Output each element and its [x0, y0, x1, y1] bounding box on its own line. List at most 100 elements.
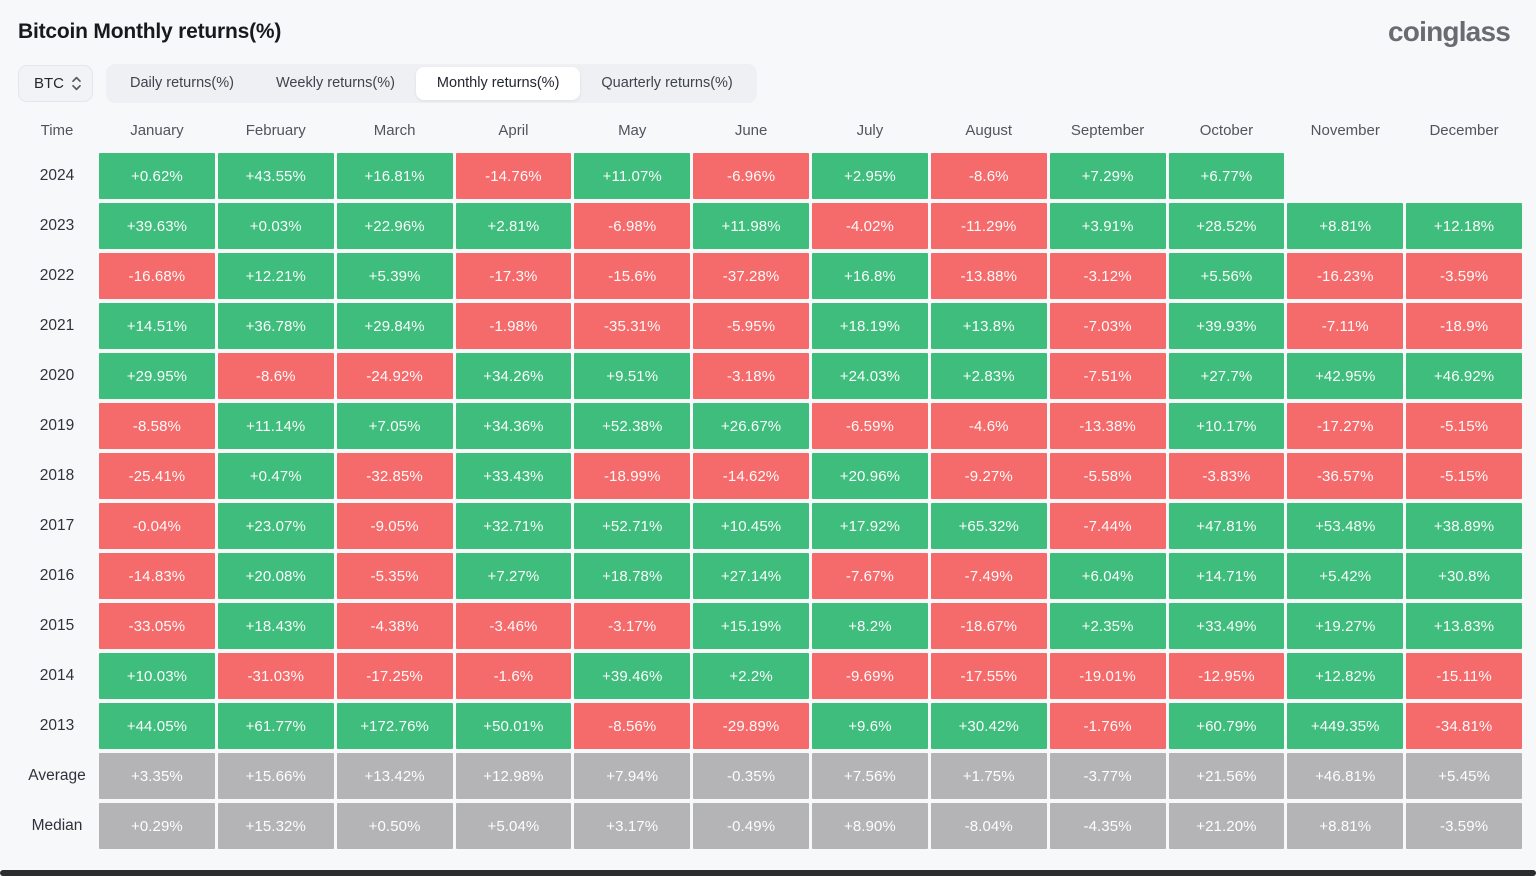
row-label-2013: 2013: [39, 717, 75, 734]
row-label-average: Average: [28, 767, 86, 784]
month-column-header: April: [498, 121, 529, 139]
return-cell: +13.8%: [930, 303, 1047, 349]
return-cell: -25.41%: [99, 453, 215, 499]
return-cell: +33.49%: [1168, 603, 1285, 649]
return-cell: -7.67%: [812, 553, 928, 599]
month-column-header: July: [856, 121, 884, 139]
return-cell: +8.81%: [1287, 203, 1404, 249]
return-cell: -32.85%: [336, 453, 453, 499]
page-title: Bitcoin Monthly returns(%): [18, 20, 282, 43]
return-cell: -18.9%: [1406, 303, 1522, 349]
return-cell: +11.07%: [574, 153, 691, 199]
return-cell: -9.69%: [812, 653, 928, 699]
return-cell: -7.44%: [1049, 503, 1166, 549]
return-cell: -14.62%: [693, 453, 809, 499]
return-cell: +13.42%: [336, 753, 453, 799]
row-label-2023: 2023: [39, 217, 75, 234]
return-cell: -5.95%: [693, 303, 809, 349]
row-label-2022: 2022: [39, 267, 75, 284]
return-cell: +449.35%: [1287, 703, 1404, 749]
return-cell: +5.45%: [1406, 753, 1522, 799]
return-cell: +44.05%: [99, 703, 215, 749]
return-cell: -34.81%: [1406, 703, 1522, 749]
returns-table: Time January February March April May June July…: [18, 111, 1522, 849]
return-cell: -11.29%: [930, 203, 1047, 249]
return-cell: [1287, 153, 1403, 199]
return-cell: +22.96%: [336, 203, 453, 249]
symbol-select[interactable]: BTC: [18, 65, 93, 102]
return-cell: -3.17%: [574, 603, 691, 649]
return-cell: +6.77%: [1168, 153, 1285, 199]
horizontal-scrollbar[interactable]: [0, 870, 1536, 876]
return-cell: -17.55%: [930, 653, 1047, 699]
return-cell: +0.47%: [217, 453, 334, 499]
return-cell: +2.81%: [455, 203, 572, 249]
return-cell: -35.31%: [574, 303, 691, 349]
month-column-header: March: [373, 121, 416, 139]
return-cell: +36.78%: [217, 303, 334, 349]
tab-daily-returns[interactable]: Daily returns(%): [130, 75, 234, 91]
return-cell: +34.36%: [455, 403, 572, 449]
return-cell: +34.26%: [455, 353, 572, 399]
month-column-header: November: [1310, 121, 1380, 139]
return-cell: +7.27%: [455, 553, 572, 599]
return-cell: +16.8%: [812, 253, 928, 299]
row-label-2016: 2016: [39, 567, 75, 584]
return-cell: +14.51%: [99, 303, 215, 349]
return-cell: -15.6%: [574, 253, 691, 299]
return-cell: +2.83%: [930, 353, 1047, 399]
return-cell: +7.94%: [574, 753, 691, 799]
return-cell: -7.03%: [1049, 303, 1166, 349]
return-cell: -3.83%: [1168, 453, 1285, 499]
row-label-2024: 2024: [39, 167, 75, 184]
return-cell: -5.15%: [1406, 403, 1522, 449]
return-cell: +39.93%: [1168, 303, 1285, 349]
return-cell: +12.82%: [1287, 653, 1404, 699]
return-cell: -8.56%: [574, 703, 691, 749]
return-cell: -0.49%: [693, 803, 809, 849]
return-cell: +9.6%: [812, 703, 928, 749]
return-cell: -8.6%: [217, 353, 334, 399]
row-label-2015: 2015: [39, 617, 75, 634]
return-cell: -7.11%: [1287, 303, 1404, 349]
return-cell: -31.03%: [217, 653, 334, 699]
return-cell: +43.55%: [217, 153, 334, 199]
return-cell: +12.18%: [1406, 203, 1522, 249]
return-cell: -12.95%: [1168, 653, 1285, 699]
return-cell: +2.2%: [693, 653, 809, 699]
symbol-select-value: BTC: [34, 75, 64, 92]
tab-quarterly-returns[interactable]: Quarterly returns(%): [601, 75, 733, 91]
return-cell: -8.6%: [930, 153, 1047, 199]
row-label-2014: 2014: [39, 667, 75, 684]
return-cell: -5.58%: [1049, 453, 1166, 499]
coinglass-logo[interactable]: coinglass: [1388, 16, 1511, 47]
return-cell: +11.98%: [693, 203, 809, 249]
return-cell: +32.71%: [455, 503, 572, 549]
return-cell: -16.68%: [99, 253, 215, 299]
month-column-header: December: [1429, 121, 1499, 139]
return-cell: +29.84%: [336, 303, 453, 349]
return-cell: -6.59%: [812, 403, 928, 449]
return-cell: +8.81%: [1287, 803, 1404, 849]
return-cell: +5.39%: [336, 253, 453, 299]
tab-weekly-returns[interactable]: Weekly returns(%): [275, 75, 395, 91]
tab-monthly-returns[interactable]: Monthly returns(%): [415, 67, 581, 100]
return-cell: +2.95%: [812, 153, 928, 199]
return-cell: -7.49%: [930, 553, 1047, 599]
return-cell: +0.29%: [99, 803, 215, 849]
month-column-header: August: [965, 121, 1013, 139]
return-cell: +9.51%: [574, 353, 691, 399]
return-cell: +15.19%: [693, 603, 809, 649]
return-cell: +3.17%: [574, 803, 691, 849]
return-cell: +8.90%: [812, 803, 928, 849]
return-cell: -3.18%: [693, 353, 809, 399]
row-label-2017: 2017: [39, 517, 75, 534]
return-cell: +20.96%: [812, 453, 928, 499]
return-cell: +27.7%: [1168, 353, 1285, 399]
return-cell: -8.04%: [930, 803, 1047, 849]
return-cell: -1.98%: [455, 303, 572, 349]
month-column-header: May: [618, 121, 647, 139]
return-cell: +12.98%: [455, 753, 572, 799]
return-cell: -13.88%: [930, 253, 1047, 299]
